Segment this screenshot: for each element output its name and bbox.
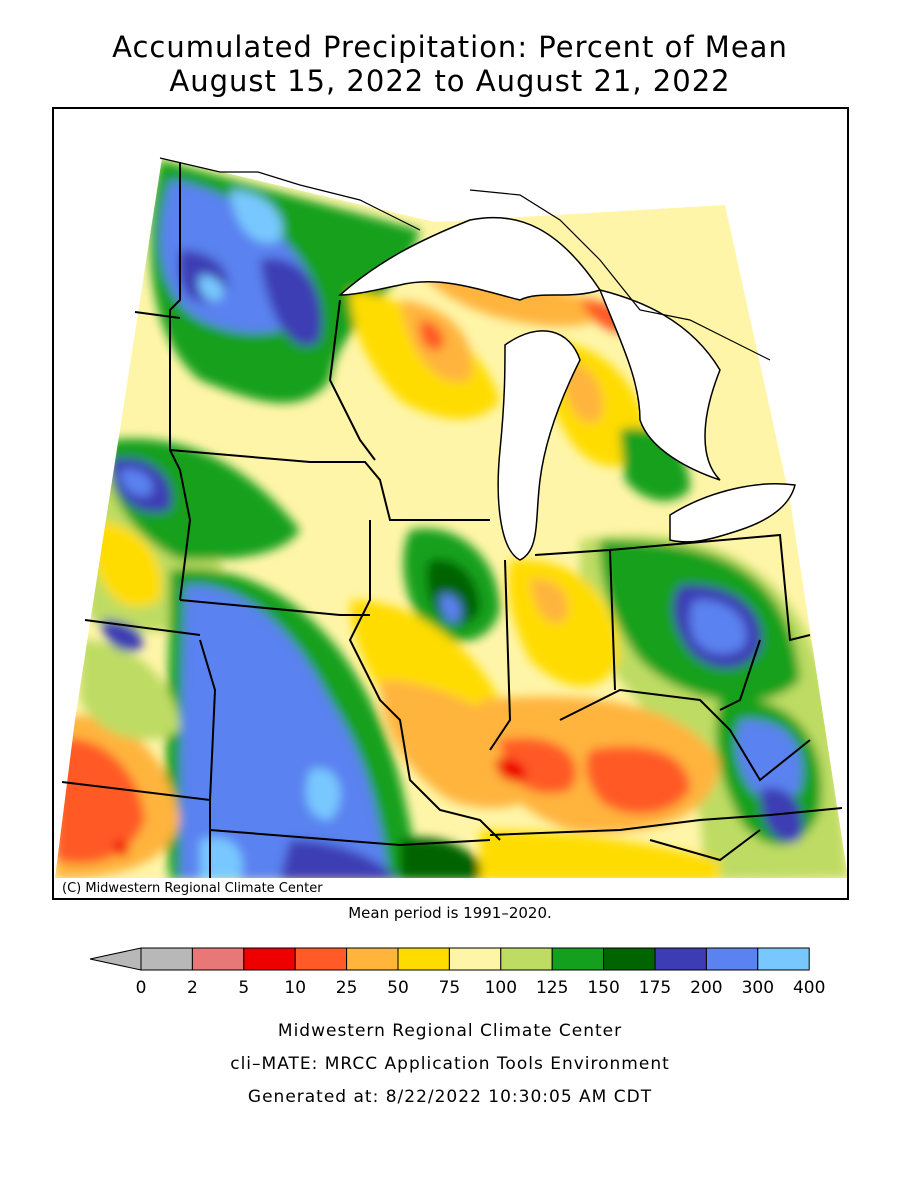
state-boundaries xyxy=(61,162,843,878)
legend-tick-label: 150 xyxy=(587,978,619,998)
legend-bin xyxy=(243,947,296,971)
legend-bin xyxy=(705,947,759,971)
canada-outline xyxy=(159,157,771,361)
legend-bin xyxy=(603,947,656,971)
legend-tick-label: 200 xyxy=(690,978,722,998)
legend-tick-label: 400 xyxy=(793,978,825,998)
legend-bin xyxy=(191,947,245,971)
legend-tick-label: 0 xyxy=(136,978,147,998)
legend-tick-label: 25 xyxy=(336,978,358,998)
legend-bin xyxy=(346,947,399,971)
map-copyright: (C) Midwestern Regional Climate Center xyxy=(56,879,329,898)
legend-tick-label: 10 xyxy=(284,978,306,998)
legend-bin xyxy=(654,947,707,971)
footer-tool: cli–MATE: MRCC Application Tools Environ… xyxy=(230,1054,670,1074)
legend-tick-label: 75 xyxy=(439,978,461,998)
legend-tick-label: 175 xyxy=(639,978,671,998)
map-date-range: August 15, 2022 to August 21, 2022 xyxy=(169,64,731,98)
legend-tick-label: 5 xyxy=(238,978,249,998)
legend-bin xyxy=(500,947,553,971)
map-frame xyxy=(52,107,849,900)
mean-period-note: Mean period is 1991–2020. xyxy=(348,904,552,922)
legend-tick-label: 100 xyxy=(485,978,517,998)
legend-bin xyxy=(551,947,605,971)
legend-bin xyxy=(140,947,193,971)
legend-bin xyxy=(294,947,348,971)
footer-organization: Midwestern Regional Climate Center xyxy=(277,1021,623,1041)
legend-under-arrow xyxy=(89,947,142,971)
legend-tick-label: 2 xyxy=(187,978,198,998)
precipitation-map xyxy=(52,107,849,900)
color-legend: 0 2 5 10 25 50 75 100 125 150 175 200 300 400 xyxy=(89,947,825,998)
great-lakes xyxy=(338,216,796,561)
map-title: Accumulated Precipitation: Percent of Me… xyxy=(112,30,788,64)
legend-bin xyxy=(448,947,502,971)
legend-tick-label: 50 xyxy=(387,978,409,998)
legend-bin xyxy=(757,947,810,971)
legend-bin xyxy=(397,947,450,971)
footer-generated-at: Generated at: 8/22/2022 10:30:05 AM CDT xyxy=(247,1087,653,1107)
legend-tick-label: 300 xyxy=(742,978,774,998)
legend-tick-label: 125 xyxy=(536,978,568,998)
